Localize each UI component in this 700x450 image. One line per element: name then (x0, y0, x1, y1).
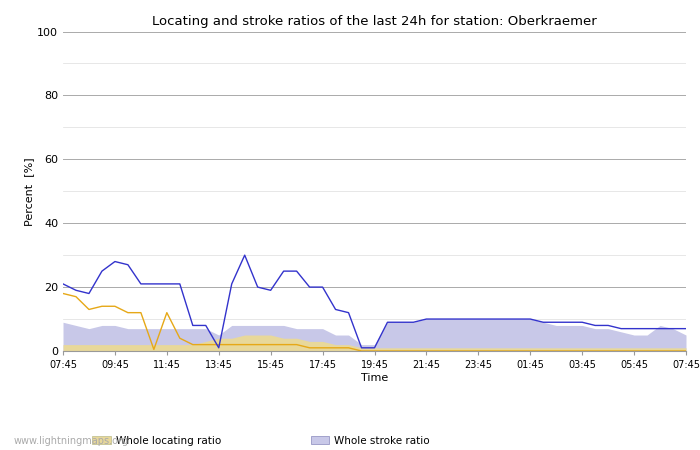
Y-axis label: Percent  [%]: Percent [%] (25, 157, 34, 225)
Title: Locating and stroke ratios of the last 24h for station: Oberkraemer: Locating and stroke ratios of the last 2… (152, 14, 597, 27)
X-axis label: Time: Time (361, 373, 388, 383)
Legend: Whole locating ratio, Locating ratio station Oberkraemer, Whole stroke ratio, St: Whole locating ratio, Locating ratio sta… (92, 436, 507, 450)
Text: www.lightningmaps.org: www.lightningmaps.org (14, 436, 129, 446)
